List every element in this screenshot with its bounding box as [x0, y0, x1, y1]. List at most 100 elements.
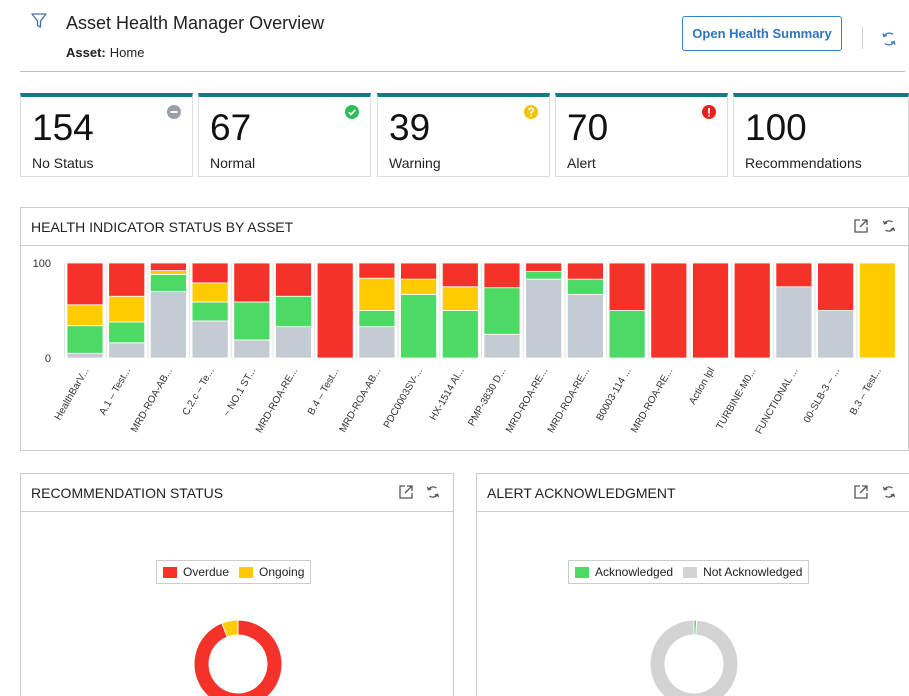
donut-slice-ongoing[interactable]	[221, 619, 239, 638]
bar-segment-yellow[interactable]	[441, 286, 479, 311]
x-tick-label: PMP-3830 D...	[466, 366, 508, 428]
x-tick-label: 00-SLB-3 – ...	[802, 366, 842, 425]
x-tick-label: ~ NO.1 ST...	[221, 366, 258, 419]
bar-segment-green[interactable]	[108, 321, 146, 344]
bar-segment-green[interactable]	[358, 310, 396, 328]
bar-segment-red[interactable]	[650, 262, 688, 359]
bar-segment-red[interactable]	[733, 262, 771, 359]
filter-icon[interactable]	[30, 12, 48, 30]
legend-item-ongoing[interactable]: Ongoing	[239, 565, 304, 579]
bar-segment-green[interactable]	[400, 293, 438, 359]
bar-segment-green[interactable]	[441, 310, 479, 359]
bar-segment-green[interactable]	[149, 273, 187, 292]
bar-segment-red[interactable]	[233, 262, 271, 303]
bar-segment-red[interactable]	[149, 262, 187, 271]
y-tick-label: 100	[33, 258, 51, 270]
bar-segment-red[interactable]	[441, 262, 479, 288]
card-recommendations[interactable]: 100 Recommendations	[733, 93, 909, 177]
bar-segment-gray[interactable]	[275, 326, 312, 359]
panel-title: ALERT ACKNOWLEDGMENT	[487, 485, 676, 501]
bar-segment-red[interactable]	[400, 262, 438, 280]
bar-segment-yellow[interactable]	[358, 277, 396, 311]
bar-segment-gray[interactable]	[567, 293, 604, 359]
bar-segment-yellow[interactable]	[66, 304, 104, 327]
bar-segment-green[interactable]	[525, 271, 563, 280]
bar-segment-red[interactable]	[483, 262, 521, 289]
asset-label: Asset:	[66, 45, 106, 60]
bar-segment-gray[interactable]	[775, 286, 813, 359]
chart-legend: Overdue Ongoing	[156, 560, 312, 584]
bar-segment-green[interactable]	[275, 295, 312, 328]
bar-segment-gray[interactable]	[483, 333, 521, 359]
bar-segment-gray[interactable]	[66, 352, 104, 359]
bar-segment-yellow[interactable]	[149, 270, 187, 275]
card-label: No Status	[32, 155, 94, 171]
bar-segment-gray[interactable]	[149, 291, 187, 359]
refresh-icon[interactable]	[425, 484, 441, 500]
bar-segment-red[interactable]	[775, 262, 813, 288]
bar-segment-gray[interactable]	[191, 320, 229, 359]
bar-segment-yellow[interactable]	[108, 295, 146, 323]
bar-segment-green[interactable]	[608, 310, 646, 359]
bar-segment-red[interactable]	[191, 262, 229, 284]
bar-segment-red[interactable]	[66, 262, 104, 306]
legend-label: Not Acknowledged	[703, 565, 803, 579]
bar-segment-red[interactable]	[316, 262, 354, 359]
card-value: 100	[745, 107, 807, 148]
bar-segment-red[interactable]	[692, 262, 729, 359]
alert-icon	[702, 105, 716, 119]
expand-icon[interactable]	[853, 218, 869, 234]
open-health-summary-button[interactable]: Open Health Summary	[682, 16, 842, 51]
bar-segment-yellow[interactable]	[191, 282, 229, 303]
legend-label: Acknowledged	[595, 565, 674, 579]
x-tick-label: TURBINE-M0...	[715, 366, 759, 432]
bar-segment-red[interactable]	[525, 262, 563, 272]
legend-item-overdue[interactable]: Overdue	[163, 565, 229, 579]
bar-segment-green[interactable]	[66, 325, 104, 354]
bar-segment-yellow[interactable]	[400, 278, 438, 295]
bar-segment-red[interactable]	[608, 262, 646, 311]
bar-segment-gray[interactable]	[817, 310, 854, 359]
x-tick-label: MRD-ROA-AB...	[338, 366, 384, 435]
expand-icon[interactable]	[853, 484, 869, 500]
refresh-icon[interactable]	[881, 484, 897, 500]
x-tick-label: HealthBarV...	[53, 366, 92, 422]
header-separator	[20, 71, 905, 72]
refresh-icon[interactable]	[881, 218, 897, 234]
x-tick-label: C.2.c – Te...	[181, 366, 217, 418]
donut-slice-overdue[interactable]	[193, 619, 283, 696]
bar-segment-red[interactable]	[567, 262, 604, 280]
bar-segment-green[interactable]	[233, 301, 271, 341]
card-warning[interactable]: 39 Warning	[377, 93, 550, 177]
bar-segment-gray[interactable]	[233, 339, 271, 359]
bar-segment-gray[interactable]	[358, 326, 396, 359]
bar-segment-red[interactable]	[817, 262, 854, 311]
bar-segment-gray[interactable]	[108, 342, 146, 359]
bar-segment-green[interactable]	[483, 287, 521, 335]
x-tick-label: PDC0003SV-...	[382, 366, 425, 430]
bar-segment-red[interactable]	[108, 262, 146, 297]
card-label: Warning	[389, 155, 441, 171]
legend-label: Overdue	[183, 565, 230, 579]
legend-item-not-acknowledged[interactable]: Not Acknowledged	[683, 565, 802, 579]
legend-swatch	[575, 566, 589, 578]
card-normal[interactable]: 67 Normal	[198, 93, 371, 177]
bar-segment-red[interactable]	[275, 262, 312, 297]
card-label: Normal	[210, 155, 256, 171]
legend-item-acknowledged[interactable]: Acknowledged	[575, 565, 673, 579]
bar-segment-red[interactable]	[358, 262, 396, 279]
bar-segment-yellow[interactable]	[858, 262, 896, 359]
card-value: 67	[210, 107, 252, 148]
card-no-status[interactable]: 154 No Status	[20, 93, 193, 177]
x-tick-label: MRD-ROA-RE...	[504, 366, 550, 435]
panel-title: HEALTH INDICATOR STATUS BY ASSET	[31, 219, 294, 235]
refresh-icon[interactable]	[880, 30, 898, 48]
bar-segment-gray[interactable]	[525, 278, 563, 359]
expand-icon[interactable]	[398, 484, 414, 500]
bar-segment-green[interactable]	[567, 278, 604, 295]
card-value: 154	[32, 107, 94, 148]
donut-slice-not-acknowledged[interactable]	[649, 619, 739, 696]
bar-segment-green[interactable]	[191, 301, 229, 322]
card-alert[interactable]: 70 Alert	[555, 93, 728, 177]
